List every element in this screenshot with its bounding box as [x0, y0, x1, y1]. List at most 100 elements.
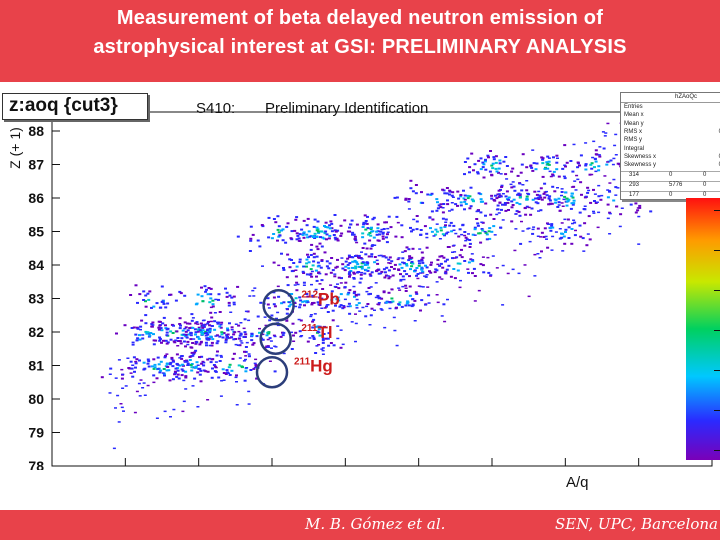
stats-grid-cell: 0	[703, 192, 707, 198]
data-point	[299, 335, 303, 338]
data-point	[323, 251, 327, 254]
data-point	[353, 259, 357, 262]
data-point	[186, 362, 190, 365]
data-point	[466, 157, 470, 160]
data-point	[204, 370, 208, 373]
data-point	[126, 357, 130, 359]
data-point	[324, 230, 328, 233]
data-point	[505, 190, 509, 193]
data-point	[369, 314, 373, 317]
data-point	[591, 156, 595, 159]
data-point	[289, 237, 293, 240]
data-point	[321, 353, 325, 355]
data-point	[189, 331, 193, 334]
data-point	[243, 331, 247, 334]
data-point	[573, 221, 577, 224]
stats-key: Entries	[624, 104, 643, 110]
data-point	[307, 230, 311, 233]
data-point	[301, 233, 305, 236]
data-point	[176, 373, 180, 376]
data-point	[444, 260, 447, 263]
data-point	[297, 237, 301, 240]
data-point	[441, 233, 445, 236]
data-point	[441, 266, 445, 269]
stats-grid-cell: 5776	[669, 182, 683, 188]
data-point	[152, 339, 156, 342]
data-point	[172, 408, 176, 411]
data-point	[314, 352, 318, 354]
data-point	[377, 254, 381, 257]
data-point	[489, 274, 493, 276]
data-point	[249, 225, 253, 228]
data-point	[419, 229, 423, 231]
data-point	[420, 299, 424, 302]
data-point	[493, 234, 497, 236]
data-point	[218, 335, 222, 338]
data-point	[379, 254, 383, 257]
data-point	[291, 322, 295, 325]
data-point	[273, 305, 277, 308]
data-point	[364, 220, 368, 222]
data-point	[351, 260, 355, 263]
data-point	[348, 289, 352, 292]
data-point	[510, 200, 514, 203]
data-point	[410, 230, 413, 233]
data-point	[563, 195, 567, 198]
data-point	[351, 233, 354, 236]
data-point	[360, 271, 364, 274]
data-point	[637, 243, 641, 245]
data-point	[151, 324, 155, 326]
data-point	[525, 166, 529, 169]
data-point	[512, 185, 516, 188]
data-point	[481, 200, 484, 203]
data-point	[592, 140, 596, 143]
data-point	[194, 333, 197, 336]
data-point	[239, 332, 243, 335]
data-point	[360, 258, 364, 260]
stats-grid-cell: 314	[629, 172, 640, 178]
data-point	[321, 288, 325, 290]
data-point	[158, 336, 162, 339]
data-point	[425, 236, 429, 239]
data-point	[311, 294, 315, 297]
data-point	[354, 295, 358, 297]
data-point	[450, 230, 454, 233]
data-point	[403, 270, 407, 273]
data-point	[382, 228, 386, 230]
data-point	[594, 149, 598, 152]
data-point	[321, 341, 325, 344]
data-point	[368, 232, 372, 234]
data-point	[460, 233, 464, 236]
data-point	[160, 300, 164, 303]
data-point	[592, 212, 596, 214]
data-point	[242, 335, 246, 338]
data-point	[196, 364, 200, 366]
data-point	[413, 269, 417, 271]
data-point	[463, 161, 467, 163]
data-point	[519, 195, 522, 198]
data-point	[216, 322, 220, 325]
data-point	[156, 356, 160, 359]
data-point	[293, 302, 297, 304]
data-point	[165, 331, 169, 334]
data-point	[302, 284, 306, 286]
data-point	[453, 257, 457, 259]
data-point	[343, 219, 347, 222]
data-point	[244, 346, 248, 348]
data-point	[286, 284, 290, 287]
data-point	[440, 278, 444, 280]
data-point	[530, 207, 534, 210]
data-point	[159, 360, 163, 363]
data-point	[199, 380, 203, 383]
data-point	[536, 227, 540, 230]
data-point	[159, 306, 163, 309]
data-point	[280, 229, 283, 232]
data-point	[108, 392, 112, 394]
data-point	[135, 339, 139, 342]
data-point	[542, 192, 546, 195]
data-point	[360, 251, 363, 253]
data-point	[108, 373, 112, 375]
data-point	[563, 218, 567, 221]
data-point	[547, 197, 551, 200]
data-point	[228, 363, 232, 366]
